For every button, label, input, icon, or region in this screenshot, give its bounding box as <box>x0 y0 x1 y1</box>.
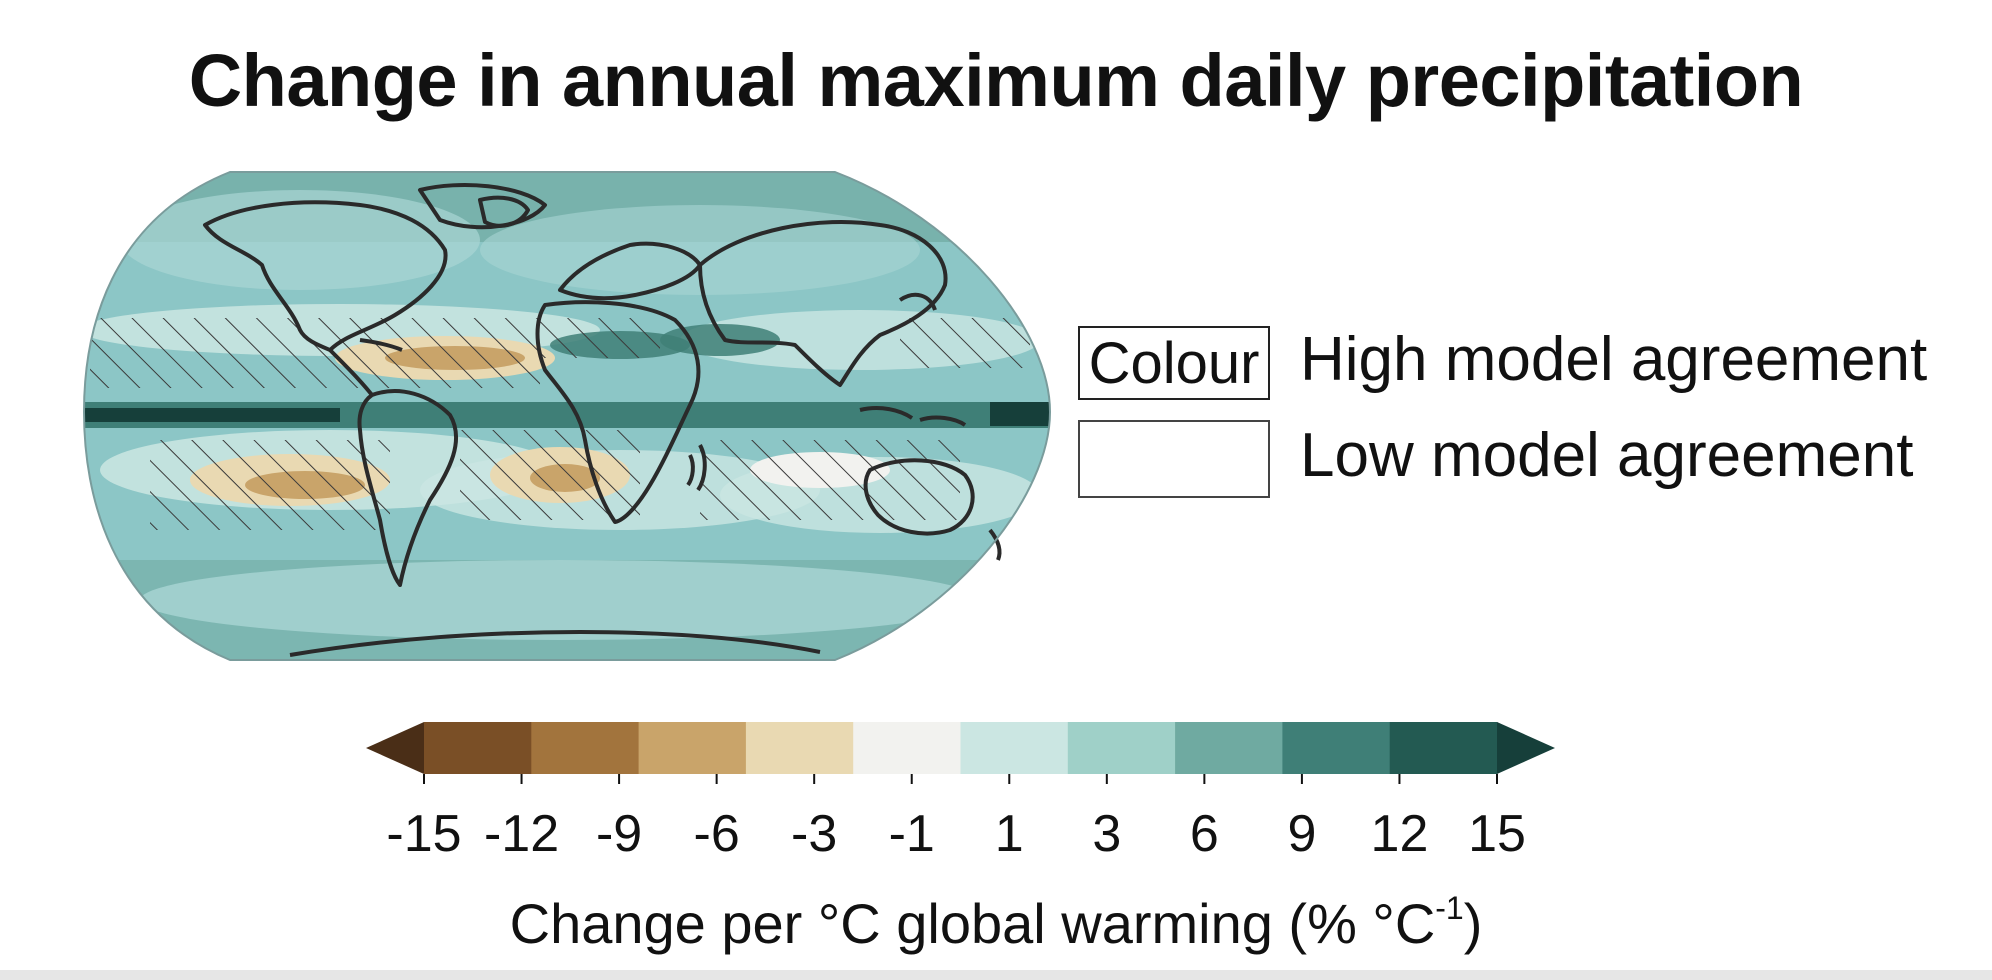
colorbar-tick-label: -9 <box>595 805 643 863</box>
colorbar-tick-label: 12 <box>1370 805 1429 863</box>
axis-label-text: Change per °C global warming (% °C <box>509 892 1436 955</box>
colorbar-segment <box>745 722 854 774</box>
colorbar-tick-label: -3 <box>791 805 838 863</box>
colorbar-tick-label: -15 <box>386 805 462 863</box>
globe-outline <box>82 171 1052 661</box>
colorbar-tick-label: -12 <box>483 805 560 863</box>
colorbar-segment <box>1389 722 1498 774</box>
globe-fill <box>84 172 1050 660</box>
colorbar-tick-label: 1 <box>994 805 1024 863</box>
hatch-legend-box <box>1078 420 1270 498</box>
colorbar-segment <box>1175 722 1283 774</box>
colorbar-segment <box>424 722 532 774</box>
colorbar-segment <box>1282 722 1391 774</box>
colorbar-tick-label: 3 <box>1092 805 1122 863</box>
coastlines <box>203 183 1002 657</box>
map-title: Change in annual maximum daily precipita… <box>188 39 1804 122</box>
colorbar-segment <box>1067 722 1176 774</box>
colorbar-segment <box>960 722 1069 774</box>
colour-legend-box: Colour <box>1078 326 1270 400</box>
colorbar-tick-label: 9 <box>1287 805 1317 863</box>
colorbar-segment <box>853 722 961 774</box>
colorbar-tick-label: 6 <box>1189 805 1219 863</box>
bottom-strip <box>0 970 1992 980</box>
legend-high-agreement: High model agreement <box>1300 325 1928 394</box>
colorbar <box>366 722 1555 784</box>
colorbar-tick-label: -1 <box>888 805 935 863</box>
colorbar-tick-label: 15 <box>1468 805 1526 863</box>
axis-label-superscript: -1 <box>1435 890 1464 926</box>
legend-low-agreement: Low model agreement <box>1300 421 1914 490</box>
colorbar-segment <box>638 722 747 774</box>
colorbar-segment <box>531 722 640 774</box>
colorbar-extend-low <box>366 722 424 774</box>
colorbar-axis-label: Change per °C global warming (% °C-1) <box>0 890 1992 956</box>
axis-label-end: ) <box>1463 892 1483 955</box>
colorbar-extend-high <box>1497 722 1555 774</box>
colorbar-tick-label: -6 <box>693 805 740 863</box>
